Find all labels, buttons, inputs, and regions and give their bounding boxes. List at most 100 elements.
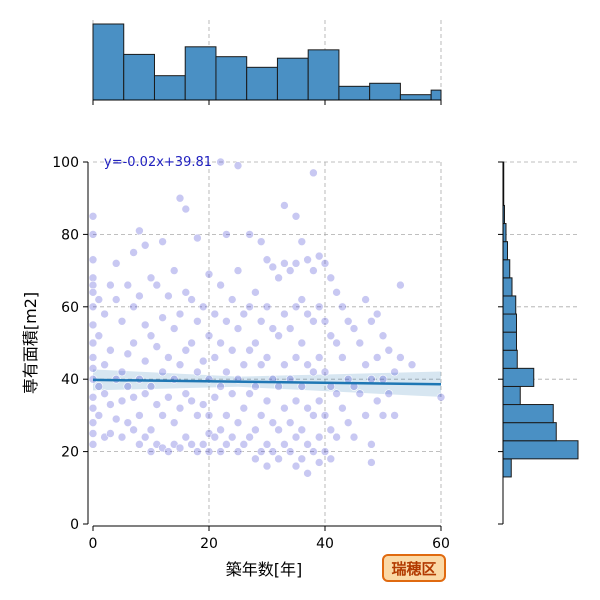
data-point: [181, 204, 191, 214]
data-point: [343, 418, 353, 427]
data-point: [297, 237, 307, 246]
data-point: [309, 447, 318, 456]
data-point: [222, 367, 231, 377]
data-point: [100, 389, 109, 398]
data-point: [187, 295, 196, 304]
histogram-bar: [502, 349, 518, 369]
data-point: [256, 237, 266, 246]
data-point: [396, 280, 405, 290]
data-point: [204, 411, 214, 420]
data-point: [158, 237, 167, 246]
data-point: [193, 411, 202, 420]
data-point: [291, 302, 301, 312]
data-point: [181, 432, 191, 442]
area-badge: 瑞穂区: [382, 554, 446, 582]
data-point: [216, 382, 225, 391]
histogram-bar: [502, 440, 579, 460]
data-point: [396, 353, 405, 362]
data-point: [309, 168, 318, 178]
grid-lines: [92, 20, 578, 524]
histogram-bar: [184, 46, 217, 101]
data-point: [326, 454, 336, 464]
data-point: [175, 360, 185, 370]
data-point: [274, 331, 283, 341]
data-point: [367, 458, 376, 467]
data-point: [222, 411, 231, 420]
data-point: [332, 338, 341, 348]
data-point: [88, 280, 98, 290]
data-point: [100, 360, 109, 370]
data-point: [303, 403, 312, 413]
histogram-bar: [502, 422, 557, 442]
data-point: [268, 447, 278, 456]
data-point: [117, 432, 127, 442]
data-point: [378, 411, 388, 420]
histogram-bar: [246, 66, 278, 101]
data-point: [204, 269, 214, 279]
data-point: [332, 432, 341, 442]
histogram-bar: [399, 94, 432, 101]
data-point: [361, 360, 370, 370]
data-point: [274, 454, 283, 464]
data-point: [88, 364, 98, 373]
data-point: [314, 432, 324, 442]
data-point: [164, 291, 173, 301]
data-point: [314, 251, 324, 261]
data-point: [140, 240, 150, 250]
data-point: [314, 353, 324, 362]
data-point: [239, 440, 249, 449]
data-point: [94, 331, 104, 341]
data-point: [361, 411, 370, 420]
data-point: [303, 469, 312, 478]
data-point: [193, 316, 202, 326]
data-point: [135, 291, 144, 301]
data-point: [384, 345, 394, 355]
data-point: [361, 295, 370, 304]
data-point: [262, 255, 272, 265]
data-point: [309, 266, 318, 275]
data-point: [129, 338, 138, 348]
x-tick-label: 20: [200, 536, 218, 552]
data-point: [193, 233, 202, 243]
data-point: [88, 440, 98, 449]
data-point: [100, 309, 109, 319]
data-point: [158, 411, 167, 420]
data-point: [146, 382, 156, 391]
regression-line-path: [92, 378, 442, 386]
data-point: [117, 316, 127, 326]
data-point: [204, 447, 214, 456]
data-point: [94, 411, 104, 420]
data-point: [216, 338, 225, 348]
histogram-bar: [502, 331, 517, 351]
data-point: [140, 432, 150, 442]
y-tick-label: 80: [61, 227, 79, 243]
histogram-bar: [502, 367, 535, 387]
data-point: [222, 230, 231, 239]
data-point: [291, 259, 301, 268]
y-tick-label: 60: [61, 300, 79, 316]
data-point: [88, 429, 98, 438]
data-point: [158, 367, 167, 377]
data-point: [390, 411, 399, 420]
data-point: [88, 302, 98, 312]
right-histogram: [502, 161, 579, 478]
data-point: [88, 288, 98, 297]
data-point: [129, 425, 138, 435]
data-point: [314, 302, 324, 312]
data-point: [222, 440, 231, 449]
data-point: [227, 432, 237, 442]
data-point: [94, 382, 104, 391]
data-point: [320, 447, 330, 456]
data-point: [245, 389, 254, 398]
data-point: [88, 353, 98, 362]
data-point: [135, 440, 144, 449]
area-badge-label: 瑞穂区: [391, 560, 436, 578]
data-point: [140, 320, 150, 330]
regression-line: [92, 378, 442, 386]
data-point: [193, 447, 202, 456]
data-point: [326, 425, 336, 435]
data-point: [233, 266, 243, 275]
data-point: [355, 389, 365, 398]
data-point: [280, 259, 289, 268]
